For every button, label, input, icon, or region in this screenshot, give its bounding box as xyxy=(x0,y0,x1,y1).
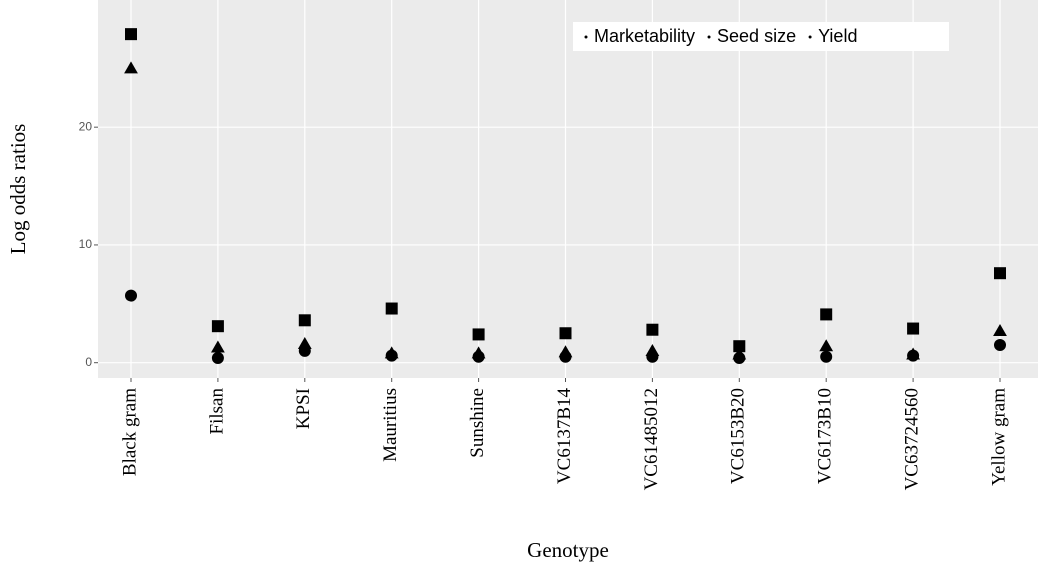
x-tick-label: Filsan xyxy=(206,388,227,435)
point xyxy=(211,340,225,353)
point xyxy=(820,308,833,321)
point xyxy=(558,345,573,358)
point xyxy=(124,61,138,74)
point xyxy=(732,347,747,360)
y-tick-label: 0 xyxy=(85,355,92,369)
point xyxy=(384,346,399,359)
point xyxy=(125,28,137,41)
y-axis-title: Log odds ratios xyxy=(6,124,30,255)
x-tick-label: Mauritius xyxy=(380,388,401,462)
point xyxy=(994,339,1006,352)
y-tick-label: 20 xyxy=(79,119,93,133)
point xyxy=(733,340,746,353)
point xyxy=(211,351,224,364)
x-tick-label: VC6153B20 xyxy=(728,388,749,484)
point xyxy=(125,289,137,302)
y-tick-label: 10 xyxy=(79,237,93,251)
x-axis-title: Genotype xyxy=(527,538,609,562)
legend: Marketability Seed size Yield xyxy=(573,22,949,51)
legend-label: Seed size xyxy=(717,26,796,46)
legend-key xyxy=(584,35,588,39)
point xyxy=(646,323,659,336)
point xyxy=(645,344,660,357)
point xyxy=(471,346,486,359)
point xyxy=(472,328,485,341)
x-tick-label: Black gram xyxy=(119,388,140,476)
legend-key xyxy=(808,35,812,39)
x-tick-label: Yellow gram xyxy=(988,388,1009,486)
x-tick-label: VC6173B10 xyxy=(815,388,836,484)
legend-label: Marketability xyxy=(594,26,695,46)
point xyxy=(819,339,834,352)
x-tick-label: VC61485012 xyxy=(641,388,662,490)
legend-box xyxy=(573,22,949,51)
point xyxy=(297,336,312,349)
point xyxy=(559,327,572,340)
point xyxy=(385,302,398,315)
legend-key xyxy=(707,35,711,39)
legend-label: Yield xyxy=(818,26,857,46)
x-tick-label: Sunshine xyxy=(467,388,488,458)
x-tick-label: KPSI xyxy=(293,388,314,429)
point xyxy=(994,267,1006,280)
plot-panel xyxy=(98,0,1038,378)
point xyxy=(907,322,920,335)
point xyxy=(906,347,920,360)
point xyxy=(211,320,224,333)
point xyxy=(993,323,1007,336)
point xyxy=(298,314,311,327)
marks xyxy=(124,28,1007,364)
point xyxy=(820,350,833,363)
x-tick-label: VC6137B14 xyxy=(554,388,575,485)
x-tick-label: VC63724560 xyxy=(901,388,922,490)
